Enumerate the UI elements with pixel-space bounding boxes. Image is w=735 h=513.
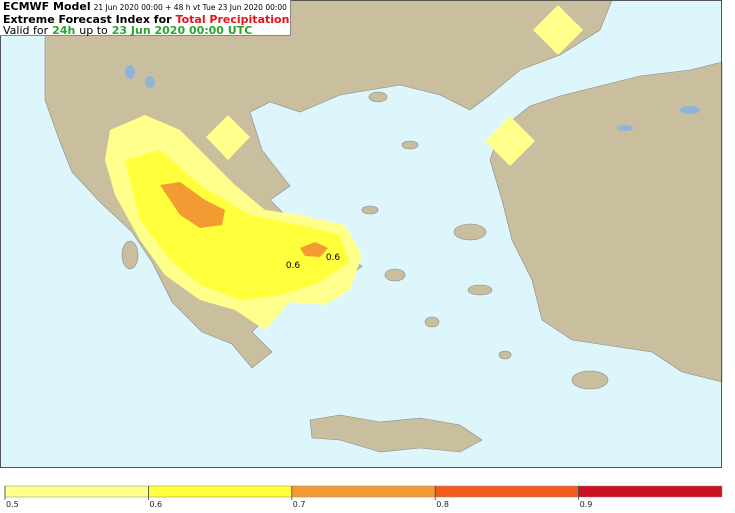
colorbar-tick-label: 0.5: [6, 500, 19, 509]
valid-mid: up to: [79, 24, 108, 37]
colorbar-tick-label: 0.9: [580, 500, 593, 509]
valid-prefix: Valid for: [3, 24, 49, 37]
run-info: 21 Jun 2020 00:00 + 48 h vt Tue 23 Jun 2…: [93, 3, 287, 12]
index-name: Extreme Forecast Index for: [3, 12, 172, 26]
map: 0.6 0.6: [0, 0, 723, 468]
valid-time: 23 Jun 2020 00:00 UTC: [111, 24, 253, 37]
colorbar-segment: [434, 485, 579, 498]
lakes: [125, 65, 700, 131]
map-border: [0, 0, 722, 468]
colorbar-segment: [4, 485, 149, 498]
colorbar: 0.5 0.6 0.7 0.8 0.9: [4, 485, 723, 509]
model: ECMWF Model: [3, 0, 91, 13]
contour-label: 0.6: [326, 253, 341, 263]
period: 24h: [52, 24, 76, 37]
colorbar-segment: [291, 485, 436, 498]
colorbar-segment: [148, 485, 293, 498]
colorbar-segment: [578, 485, 723, 498]
colorbar-tick-label: 0.8: [436, 500, 449, 509]
colorbar-tick-label: 0.6: [149, 500, 162, 509]
efi-field: [105, 5, 583, 330]
parameter: Total Precipitation: [175, 12, 290, 26]
colorbar-tick-label: 0.7: [293, 500, 306, 509]
header: ECMWF Model 21 Jun 2020 00:00 + 48 h vt T…: [0, 0, 291, 36]
contour-label: 0.6: [286, 261, 301, 271]
